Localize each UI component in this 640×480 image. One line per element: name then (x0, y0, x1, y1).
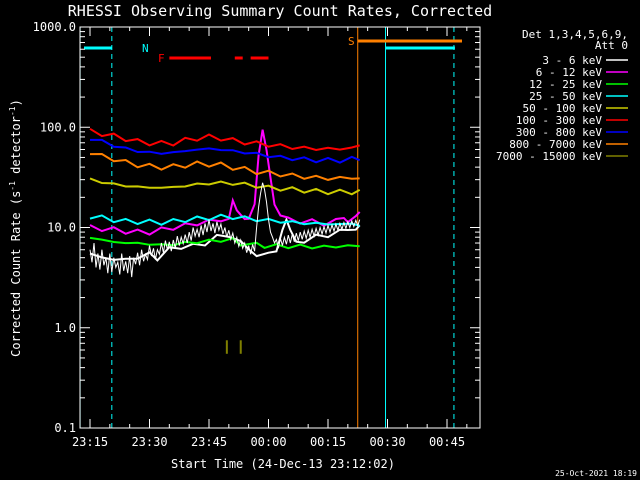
flag-label-night: N (142, 42, 149, 55)
legend-entry-label: 12 - 25 keV (529, 78, 602, 91)
legend-header: Det 1,3,4,5,6,9, (522, 28, 628, 41)
series-line-2 (89, 236, 360, 250)
legend-entry-label: 25 - 50 keV (529, 90, 602, 103)
series-line-5 (89, 127, 360, 152)
series-line-3 (89, 213, 360, 227)
legend-entry-label: 100 - 300 keV (516, 114, 602, 127)
legend-entry-label: 6 - 12 keV (536, 66, 603, 79)
legend-entry-label: 300 - 800 keV (516, 126, 602, 139)
series-line-7 (89, 152, 360, 181)
series-line-6 (90, 138, 361, 164)
x-tick-label: 00:15 (310, 435, 346, 449)
legend-entry-label: 800 - 7000 keV (509, 138, 602, 151)
x-tick-label: 23:30 (131, 435, 167, 449)
legend-entry-label: 50 - 100 keV (523, 102, 603, 115)
x-tick-label: 23:45 (191, 435, 227, 449)
plot-frame (79, 26, 481, 429)
chart-title: RHESSI Observing Summary Count Rates, Co… (68, 2, 492, 20)
series-line-3-6-noise (89, 182, 361, 278)
x-tick-label: 00:30 (369, 435, 405, 449)
y-tick-label: 0.1 (54, 421, 76, 435)
legend-entry-label: 7000 - 15000 keV (496, 150, 602, 163)
y-tick-label: 1.0 (54, 321, 76, 335)
flag-label-flare: F (158, 52, 165, 65)
x-tick-label: 00:00 (250, 435, 286, 449)
plot-area: NF S (80, 27, 462, 428)
plot-content (80, 27, 462, 428)
y-tick-label: 100.0 (40, 120, 76, 134)
flag-label-saa: S (348, 35, 355, 48)
x-axis-label: Start Time (24-Dec-13 23:12:02) (171, 457, 395, 471)
date-stamp: 25-Oct-2021 18:19 (555, 469, 637, 478)
legend-header: Att 0 (595, 39, 628, 52)
y-tick-label: 1000.0 (33, 20, 76, 34)
y-axis: 0.1 1.0 10.0 100.0 1000.0 (33, 20, 480, 435)
legend-entry-label: 3 - 6 keV (542, 54, 602, 67)
y-tick-label: 10.0 (47, 221, 76, 235)
y-axis-label: Corrected Count Rate (s-1 detector-1) (8, 99, 23, 357)
x-tick-label: 23:15 (72, 435, 108, 449)
x-tick-label: 00:45 (429, 435, 465, 449)
series-line-4 (89, 177, 361, 196)
x-axis: 23:15 23:30 23:45 00:00 00:15 00:30 00:45 (72, 27, 468, 449)
